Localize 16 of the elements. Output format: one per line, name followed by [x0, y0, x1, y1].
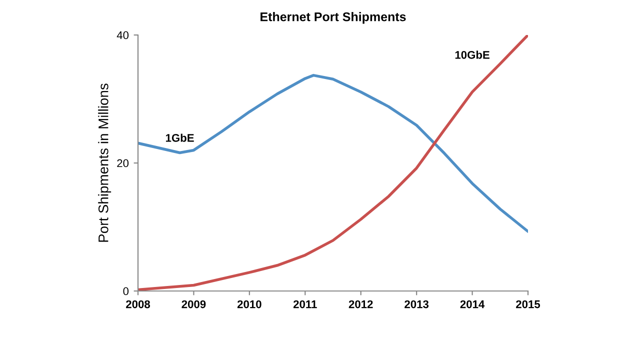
x-tick-label: 2014 — [460, 300, 485, 308]
x-tick-label: 2009 — [182, 300, 206, 308]
y-tick-label: 20 — [117, 159, 129, 168]
chart-title: Ethernet Port Shipments — [260, 12, 406, 24]
x-tick-label: 2012 — [348, 300, 373, 308]
y-tick-label: 0 — [123, 287, 129, 296]
x-tick-label: 2010 — [237, 300, 262, 308]
x-tick-label: 2008 — [126, 300, 150, 308]
series-label: 10GbE — [455, 50, 490, 59]
x-tick-label: 2011 — [293, 300, 317, 308]
y-axis-title: Port Shipments in Millions — [98, 84, 112, 242]
y-tick-label: 40 — [116, 31, 129, 40]
x-tick-label: 2013 — [404, 300, 429, 308]
x-tick-label: 2015 — [516, 300, 540, 308]
series-label: 1GbE — [166, 134, 194, 142]
line-series — [138, 74, 528, 233]
